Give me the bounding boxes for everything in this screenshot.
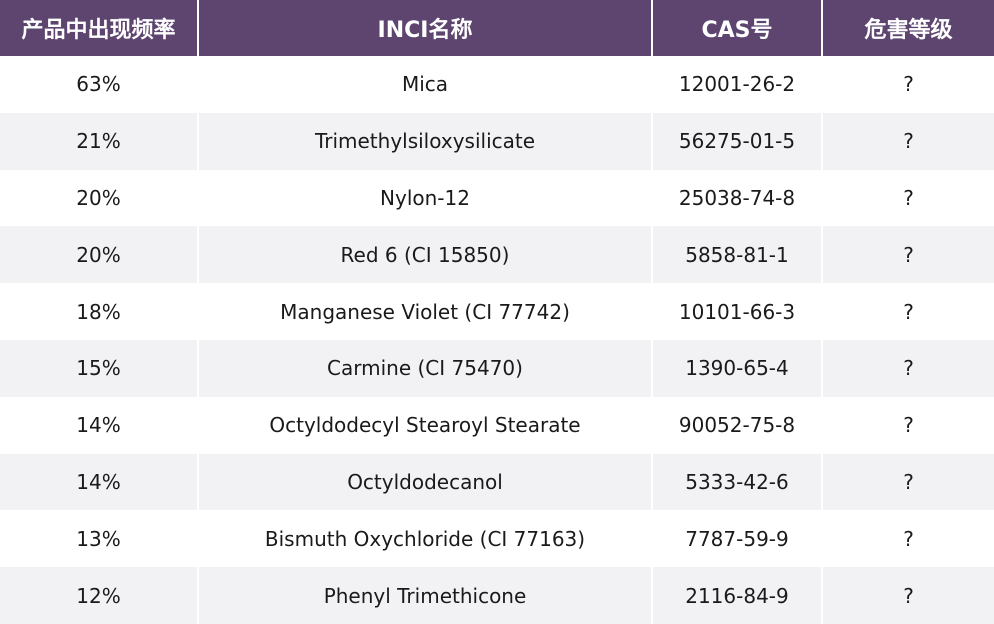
cell-cas-number: 2116-84-9 — [652, 567, 823, 624]
header-frequency: 产品中出现频率 — [0, 0, 199, 56]
table-row: 20% Red 6 (CI 15850) 5858-81-1 ? — [0, 226, 994, 284]
cell-hazard-level: ? — [822, 112, 994, 170]
cell-inci-name: Nylon-12 — [198, 169, 653, 227]
table-row: 21% Trimethylsiloxysilicate 56275-01-5 ? — [0, 112, 994, 170]
cell-hazard-level: ? — [822, 169, 994, 227]
cell-inci-name: Manganese Violet (CI 77742) — [198, 283, 653, 340]
cell-cas-number: 56275-01-5 — [652, 112, 823, 170]
cell-inci-name: Bismuth Oxychloride (CI 77163) — [198, 510, 653, 568]
cell-frequency: 20% — [0, 169, 199, 227]
table-row: 14% Octyldodecyl Stearoyl Stearate 90052… — [0, 396, 994, 454]
cell-frequency: 63% — [0, 56, 199, 113]
table-row: 13% Bismuth Oxychloride (CI 77163) 7787-… — [0, 510, 994, 568]
cell-cas-number: 25038-74-8 — [652, 169, 823, 227]
cell-frequency: 12% — [0, 567, 199, 624]
cell-cas-number: 90052-75-8 — [652, 396, 823, 454]
cell-inci-name: Mica — [198, 56, 653, 113]
table-row: 15% Carmine (CI 75470) 1390-65-4 ? — [0, 339, 994, 397]
cell-hazard-level: ? — [822, 567, 994, 624]
cell-frequency: 14% — [0, 396, 199, 454]
cell-frequency: 15% — [0, 339, 199, 397]
cell-frequency: 21% — [0, 112, 199, 170]
header-inci-name: INCI名称 — [198, 0, 653, 56]
table-header: 产品中出现频率 INCI名称 CAS号 危害等级 — [0, 0, 994, 56]
cell-inci-name: Phenyl Trimethicone — [198, 567, 653, 624]
cell-hazard-level: ? — [822, 56, 994, 113]
cell-cas-number: 5333-42-6 — [652, 453, 823, 511]
cell-hazard-level: ? — [822, 339, 994, 397]
cell-hazard-level: ? — [822, 396, 994, 454]
header-row: 产品中出现频率 INCI名称 CAS号 危害等级 — [0, 0, 994, 56]
cell-cas-number: 5858-81-1 — [652, 226, 823, 284]
cell-hazard-level: ? — [822, 453, 994, 511]
cell-hazard-level: ? — [822, 510, 994, 568]
cell-inci-name: Red 6 (CI 15850) — [198, 226, 653, 284]
cell-inci-name: Octyldodecyl Stearoyl Stearate — [198, 396, 653, 454]
cell-frequency: 18% — [0, 283, 199, 340]
cell-frequency: 14% — [0, 453, 199, 511]
cell-hazard-level: ? — [822, 283, 994, 340]
cell-inci-name: Octyldodecanol — [198, 453, 653, 511]
table-row: 18% Manganese Violet (CI 77742) 10101-66… — [0, 283, 994, 340]
table-row: 12% Phenyl Trimethicone 2116-84-9 ? — [0, 567, 994, 624]
cell-cas-number: 7787-59-9 — [652, 510, 823, 568]
cell-cas-number: 12001-26-2 — [652, 56, 823, 113]
table-body: 63% Mica 12001-26-2 ? 21% Trimethylsilox… — [0, 56, 994, 624]
header-cas-number: CAS号 — [652, 0, 823, 56]
cell-cas-number: 1390-65-4 — [652, 339, 823, 397]
table-row: 63% Mica 12001-26-2 ? — [0, 56, 994, 113]
header-hazard-level: 危害等级 — [822, 0, 994, 56]
cell-frequency: 13% — [0, 510, 199, 568]
cell-inci-name: Carmine (CI 75470) — [198, 339, 653, 397]
cell-hazard-level: ? — [822, 226, 994, 284]
table-row: 14% Octyldodecanol 5333-42-6 ? — [0, 453, 994, 511]
table-row: 20% Nylon-12 25038-74-8 ? — [0, 169, 994, 227]
cell-inci-name: Trimethylsiloxysilicate — [198, 112, 653, 170]
cell-frequency: 20% — [0, 226, 199, 284]
cell-cas-number: 10101-66-3 — [652, 283, 823, 340]
